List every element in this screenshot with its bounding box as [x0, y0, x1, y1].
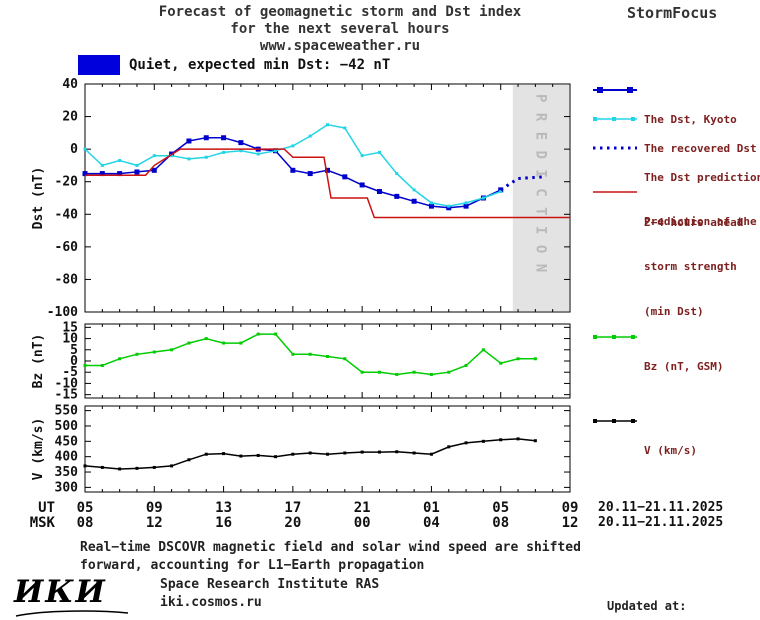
svg-text:16: 16	[215, 515, 232, 531]
svg-text:40: 40	[62, 77, 78, 92]
updated-block: Updated at: UT 05:05, 21.11.2025 MSK 08:…	[607, 566, 759, 620]
svg-text:12: 12	[146, 515, 163, 531]
svg-text:20: 20	[62, 110, 78, 125]
svg-text:-5: -5	[62, 365, 78, 380]
svg-text:-80: -80	[55, 272, 79, 287]
dst-kyoto-marker-icon	[593, 87, 637, 93]
legend-label-line: The Dst, Kyoto	[644, 113, 737, 126]
institute-site: iki.cosmos.ru	[160, 595, 262, 610]
svg-text:-10: -10	[55, 376, 79, 391]
legend-label-line: storm strength	[644, 260, 737, 273]
legend-label-line: Bz (nT, GSM)	[644, 360, 724, 373]
dst-prediction-marker-icon	[593, 146, 637, 150]
legend-label-line: Prediction of the	[644, 215, 757, 228]
svg-text:450: 450	[55, 434, 79, 449]
forecast-plot: P R E D I C T I O N40200-20-40-60-80-100…	[30, 77, 579, 531]
title-line-2: for the next several hours	[230, 21, 450, 37]
v-marker-icon	[593, 419, 637, 423]
svg-text:500: 500	[55, 419, 79, 434]
legend-item-v: V (km/s)	[592, 413, 697, 488]
legend-label-line: V (km/s)	[644, 444, 697, 457]
svg-text:09: 09	[146, 500, 163, 516]
title-line-1: Forecast of geomagnetic storm and Dst in…	[158, 4, 522, 20]
msk-date-range: 20.11−21.11.2025	[598, 515, 724, 530]
bz-marker-icon	[593, 335, 637, 339]
svg-text:Dst (nT): Dst (nT)	[31, 167, 46, 230]
ut-date-range: 20.11−21.11.2025	[598, 500, 724, 515]
legend-item-bz: Bz (nT, GSM)	[592, 329, 723, 404]
svg-text:0: 0	[70, 142, 78, 157]
status-text: Quiet, expected min Dst: −42 nT	[129, 57, 391, 73]
svg-text:21: 21	[354, 500, 371, 516]
svg-text:-60: -60	[55, 240, 79, 255]
svg-text:05: 05	[77, 500, 94, 516]
svg-text:350: 350	[55, 465, 79, 480]
svg-text:V (km/s): V (km/s)	[31, 418, 46, 481]
svg-text:10: 10	[62, 332, 78, 347]
legend-item-dst-prediction: The Dst prediction 2−4 hours ahead	[592, 140, 760, 260]
brand-stormfocus: StormFocus	[627, 4, 718, 22]
legend-label-line: (min Dst)	[644, 305, 704, 318]
svg-text:08: 08	[77, 515, 94, 531]
svg-text:12: 12	[562, 515, 579, 531]
svg-text:15: 15	[62, 320, 78, 335]
svg-text:Bz (nT): Bz (nT)	[31, 334, 46, 389]
footer-note: Real−time DSCOVR magnetic field and sola…	[80, 539, 581, 575]
legend-label-line: The Dst prediction	[644, 171, 760, 184]
svg-text:MSK: MSK	[30, 515, 56, 531]
page-title: Forecast of geomagnetic storm and Dst in…	[90, 4, 590, 55]
status-color-swatch	[78, 55, 120, 75]
svg-text:01: 01	[423, 500, 440, 516]
legend-item-dst-kyoto: The Dst, Kyoto	[592, 82, 737, 157]
svg-text:09: 09	[562, 500, 579, 516]
svg-text:00: 00	[354, 515, 371, 531]
svg-text:UT: UT	[38, 500, 55, 516]
iki-logo: ИКИ	[14, 574, 144, 618]
svg-text:-40: -40	[55, 207, 79, 222]
legend-item-recovered-dst: The recovered Dst	[592, 111, 757, 186]
svg-text:5: 5	[70, 343, 78, 358]
title-line-3: www.spaceweather.ru	[259, 38, 421, 54]
svg-text:0: 0	[70, 354, 78, 369]
svg-text:-20: -20	[55, 175, 79, 190]
svg-text:04: 04	[423, 515, 440, 531]
svg-text:550: 550	[55, 404, 79, 419]
svg-text:400: 400	[55, 450, 79, 465]
status-row: Quiet, expected min Dst: −42 nT	[78, 55, 390, 75]
recovered-dst-marker-icon	[593, 117, 637, 121]
iki-logo-underline	[15, 610, 129, 617]
svg-text:13: 13	[215, 500, 232, 516]
svg-text:300: 300	[55, 480, 79, 495]
storm-prediction-marker-icon	[593, 191, 637, 193]
legend-label-line: 2−4 hours ahead	[644, 216, 744, 229]
legend-item-storm-prediction: Prediction of the storm strength (min Ds…	[592, 184, 757, 349]
footer-note-line-2: forward, accounting for L1−Earth propaga…	[80, 558, 425, 573]
svg-text:17: 17	[284, 500, 301, 516]
institute-name: Space Research Institute RAS	[160, 577, 380, 592]
svg-text:-100: -100	[47, 305, 78, 320]
iki-logo-text: ИКИ	[14, 574, 107, 610]
svg-text:08: 08	[492, 515, 509, 531]
updated-label: Updated at:	[607, 599, 687, 613]
svg-text:05: 05	[492, 500, 509, 516]
svg-text:-15: -15	[55, 388, 78, 403]
legend-label-line: The recovered Dst	[644, 142, 757, 155]
footer-note-line-1: Real−time DSCOVR magnetic field and sola…	[80, 540, 581, 555]
svg-text:20: 20	[284, 515, 301, 531]
svg-text:P R E D I C T I O N: P R E D I C T I O N	[532, 94, 548, 273]
